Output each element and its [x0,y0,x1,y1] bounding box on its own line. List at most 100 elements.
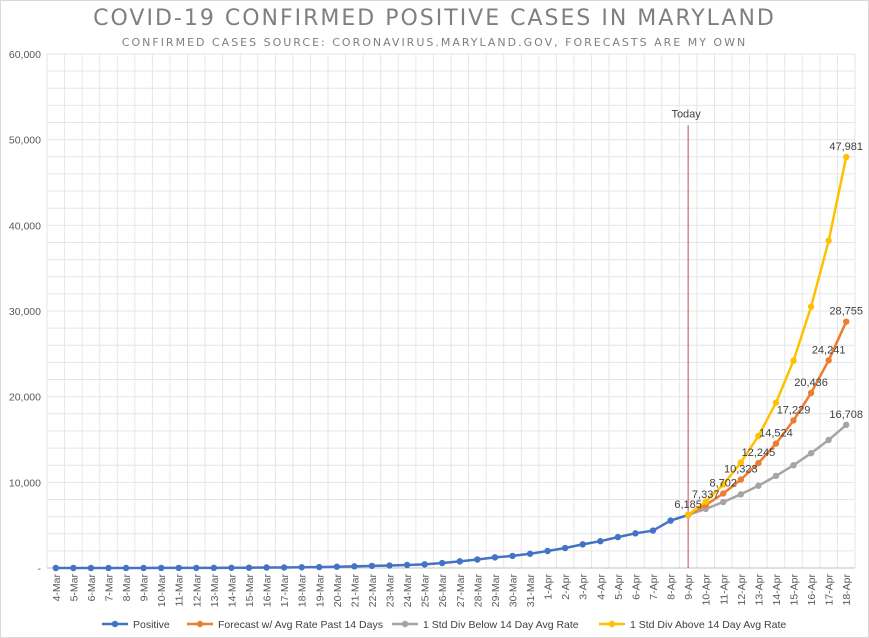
x-axis: 4-Mar 5-Mar 6-Mar 7-Mar 8-Mar 9-Mar 10-Mar 11-M… [51,573,853,607]
data-point [755,432,762,440]
series-line [687,321,848,517]
x-tick-label: 5-Apr [613,574,625,600]
x-tick-label: 18-Mar [297,574,309,608]
data-point [439,559,446,567]
x-tick-label: 5-Mar [68,573,80,601]
x-tick-label: 26-Mar [437,574,449,608]
data-point [755,482,762,489]
data-point [684,511,692,519]
data-point [386,562,393,569]
data-point [122,564,130,572]
data-point [790,417,797,424]
data-point [456,558,463,565]
data-point [509,552,516,560]
x-tick-label: 8-Mar [121,573,133,601]
y-tick-label: 40,000 [9,220,41,232]
x-tick-label: 12-Apr [736,573,748,605]
data-point [755,459,762,467]
x-tick-label: 6-Apr [630,574,642,600]
x-tick-label: 11-Mar [174,574,186,607]
x-tick-label: 31-Mar [525,574,537,608]
x-tick-label: 22-Mar [367,574,379,608]
x-tick-label: 28-Mar [472,574,484,608]
x-tick-label: 8-Apr [666,574,678,600]
legend-label: Positive [133,619,170,631]
x-tick-label: 6-Mar [86,573,98,601]
x-tick-label: 20-Mar [332,574,344,608]
data-point [579,541,586,548]
legend-label: 1 Std Div Below 14 Day Avg Rate [423,619,579,631]
data-label: 16,708 [829,409,863,421]
data-point [614,533,622,541]
data-label: 28,755 [829,306,863,318]
data-point [649,527,657,534]
series-line [687,156,848,516]
data-point [737,476,745,483]
y-tick-label: 10,000 [9,477,41,489]
x-tick-label: 17-Mar [279,574,291,608]
data-point [825,237,832,244]
data-point [87,564,95,572]
x-tick-label: 12-Mar [191,574,203,608]
data-point [807,450,815,457]
data-label: 17,229 [777,404,811,416]
x-tick-label: 15-Mar [244,574,256,608]
data-point [421,561,428,568]
x-tick-label: 27-Mar [455,574,467,608]
data-label: 47,981 [829,141,863,153]
x-tick-label: 15-Apr [789,573,801,605]
y-tick-label: - [38,563,42,575]
y-tick-label: 50,000 [9,135,41,147]
chart-subtitle: CONFIRMED CASES SOURCE: CORONAVIRUS.MARY… [121,36,748,49]
data-label: 24,241 [812,344,846,356]
x-tick-label: 16-Mar [262,574,274,608]
data-point [825,436,832,444]
data-point [597,538,604,545]
x-tick-label: 3-Apr [578,574,590,600]
data-point [843,153,850,161]
data-point [210,564,218,572]
x-tick-label: 14-Mar [226,574,238,608]
x-tick-label: 25-Mar [420,574,432,608]
data-point [720,481,727,488]
data-point [807,303,815,310]
data-point [790,462,797,469]
data-point [843,421,850,429]
data-point [720,490,727,497]
data-point [140,564,147,572]
data-point [702,498,709,505]
data-point [105,564,112,572]
data-label: 8,702 [709,477,737,489]
data-point [175,564,182,572]
legend: Positive Forecast w/ Avg Rate Past 14 Day… [102,619,786,631]
x-tick-label: 9-Mar [139,573,151,601]
x-tick-label: 10-Apr [701,573,713,605]
legend-swatch-marker [608,620,616,628]
legend-swatch-marker [111,620,119,628]
data-point [298,564,305,571]
today-label: Today [671,108,701,120]
chart-title: COVID-19 CONFIRMED POSITIVE CASES IN MAR… [93,6,776,31]
x-tick-label: 2-Apr [560,574,572,600]
x-tick-label: 23-Mar [385,574,397,608]
data-point [807,389,815,397]
data-label: 10,323 [724,464,758,476]
y-axis: - 10,000 20,000 30,000 40,000 50,000 60,000 [9,49,42,575]
x-tick-label: 10-Mar [156,574,168,608]
x-tick-label: 4-Apr [595,574,607,600]
x-tick-label: 9-Apr [683,574,695,600]
x-tick-label: 30-Mar [507,574,519,608]
data-label: 12,245 [742,447,776,459]
today-marker: Today [671,108,701,568]
series-line [687,423,848,517]
x-tick-label: 13-Apr [753,573,765,605]
data-label: 7,337 [692,489,720,501]
series-line [55,513,689,570]
x-tick-label: 7-Apr [648,574,660,600]
data-point [351,563,358,570]
data-point [667,517,674,524]
data-point [228,564,235,571]
data-point [368,562,376,570]
